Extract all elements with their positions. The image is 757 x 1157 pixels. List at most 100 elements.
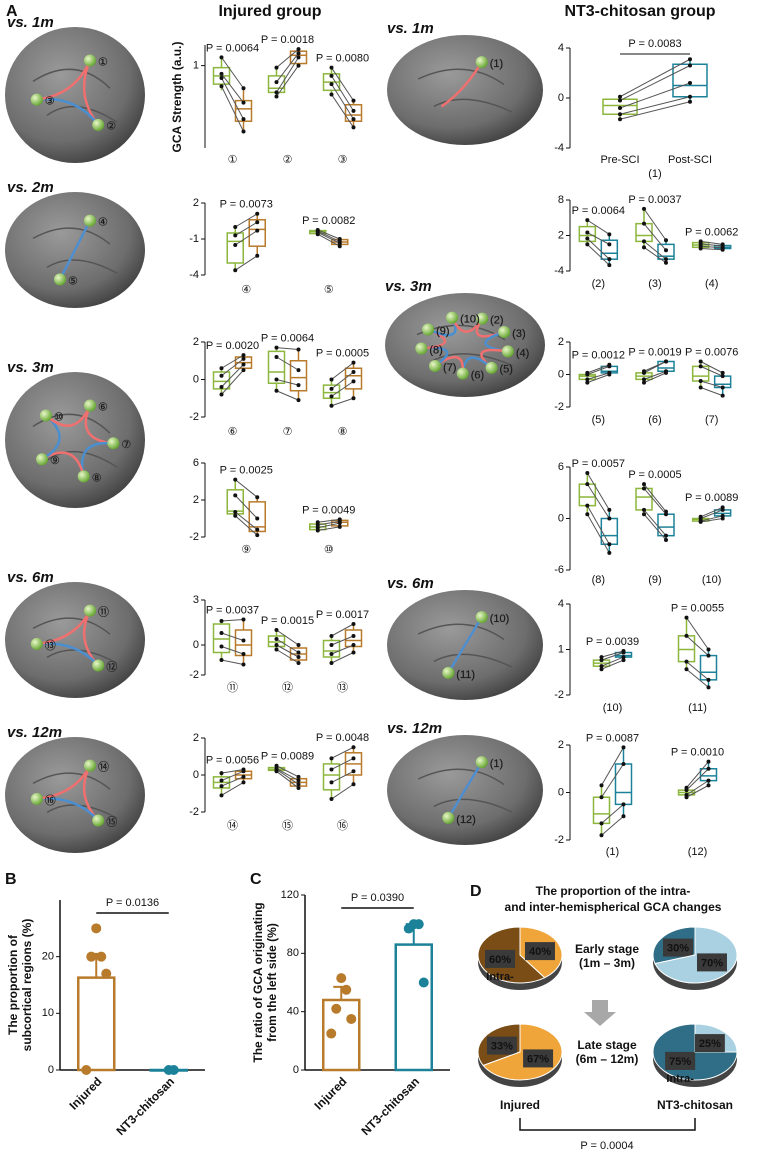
point	[219, 631, 224, 635]
point	[219, 778, 224, 783]
connection-arrow	[447, 616, 483, 674]
point	[706, 759, 711, 764]
brain-label: vs. 1m	[387, 20, 434, 37]
point	[706, 677, 711, 682]
paired-line	[331, 83, 354, 120]
p-value: P = 0.0018	[261, 34, 314, 46]
paired-line	[317, 231, 340, 244]
point	[664, 260, 668, 265]
paired-line	[276, 638, 299, 653]
brain-node	[83, 54, 96, 67]
y-axis-label: The ratio of GCA originating	[251, 902, 265, 1062]
point	[706, 766, 711, 771]
y-tick-label: 4	[558, 598, 564, 610]
paired-line	[601, 803, 624, 824]
point	[241, 780, 246, 785]
brain-node	[83, 399, 96, 412]
point	[618, 98, 622, 103]
brain-label: vs. 3m	[385, 278, 432, 295]
paired-line	[276, 644, 299, 658]
y-tick-label: 4	[558, 42, 564, 54]
point	[413, 919, 424, 930]
node-label: ⑧	[92, 472, 102, 484]
brain-node	[77, 470, 90, 483]
node-label: (2)	[490, 315, 503, 327]
box	[677, 635, 696, 663]
point	[684, 633, 689, 638]
p-value: P = 0.0064	[206, 42, 259, 54]
point	[337, 524, 342, 529]
point	[296, 63, 301, 68]
x-group-label: (10)	[603, 702, 623, 714]
brain-node	[36, 453, 49, 466]
panel-letter: B	[5, 871, 17, 888]
point	[219, 385, 224, 389]
y-tick-label: 0	[193, 769, 199, 781]
point	[86, 951, 97, 962]
paired-line	[643, 361, 667, 374]
point	[326, 1028, 337, 1039]
point	[241, 652, 246, 656]
point	[329, 403, 334, 408]
point	[599, 795, 604, 800]
point	[621, 814, 626, 819]
value-label: 70%	[701, 957, 723, 969]
point	[642, 377, 646, 382]
point	[621, 658, 626, 663]
point	[642, 239, 646, 244]
brain-node	[30, 792, 43, 805]
p-value: P = 0.0019	[628, 346, 681, 358]
y-axis-label: GCA Strength (a.u.)	[170, 42, 184, 153]
bar	[394, 943, 433, 1072]
point	[621, 802, 626, 807]
brain-image	[385, 293, 545, 397]
box	[672, 63, 708, 98]
point	[337, 241, 342, 246]
point	[642, 512, 646, 517]
point	[607, 516, 612, 521]
box	[635, 222, 653, 243]
point	[403, 923, 414, 934]
point	[599, 658, 604, 663]
paired-line	[686, 784, 709, 798]
node-label: ⑦	[121, 439, 131, 451]
point	[81, 1065, 92, 1075]
point	[255, 527, 260, 532]
paired-line	[221, 358, 244, 377]
paired-line	[276, 347, 299, 350]
point	[219, 793, 224, 798]
point	[698, 364, 703, 369]
paired-line	[331, 371, 354, 390]
brain-node	[107, 437, 120, 450]
point	[618, 94, 622, 99]
point	[585, 377, 590, 382]
brain-label: vs. 12m	[7, 724, 62, 741]
y-tick-label: 2	[193, 336, 199, 348]
paired-line	[700, 248, 723, 251]
p-value: P = 0.0049	[302, 504, 355, 516]
box	[344, 103, 363, 122]
point	[241, 362, 246, 367]
node-label: (8)	[429, 344, 442, 356]
paired-line	[700, 506, 723, 518]
paired-line	[234, 213, 258, 228]
y-tick-label: -1	[189, 233, 199, 245]
point	[706, 783, 711, 788]
point	[255, 211, 260, 216]
brain-node	[475, 56, 488, 69]
point	[599, 664, 604, 669]
point	[585, 503, 590, 508]
p-value: P = 0.0073	[220, 199, 273, 211]
p-value: P = 0.0064	[261, 333, 314, 345]
paired-line	[587, 374, 610, 384]
group-label: Injured	[500, 1098, 540, 1112]
node-label: (1)	[490, 758, 503, 770]
point	[642, 507, 646, 512]
value-label-box	[486, 1036, 517, 1055]
point	[607, 257, 612, 262]
paired-line	[276, 65, 299, 97]
p-value: P = 0.0017	[316, 609, 369, 621]
point	[688, 57, 692, 62]
point	[233, 477, 238, 482]
point	[351, 379, 356, 384]
